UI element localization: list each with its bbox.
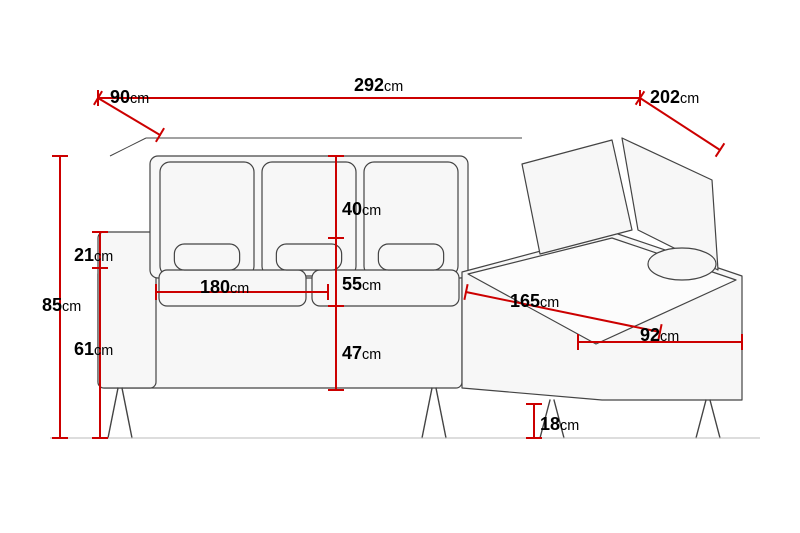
dim-label-cushion_h: 55cm bbox=[342, 275, 381, 293]
dim-value: 292 bbox=[354, 75, 384, 95]
dim-label-chaise_width: 202cm bbox=[650, 88, 699, 106]
dim-label-depth_back: 90cm bbox=[110, 88, 149, 106]
dim-unit: cm bbox=[540, 295, 559, 311]
dim-label-total_width: 292cm bbox=[354, 76, 403, 94]
dim-unit: cm bbox=[362, 278, 381, 294]
dim-label-back_h: 40cm bbox=[342, 200, 381, 218]
dim-value: 47 bbox=[342, 343, 362, 363]
dim-label-seat_h: 61cm bbox=[74, 340, 113, 358]
dim-unit: cm bbox=[62, 299, 81, 315]
dim-label-chaise_len: 165cm bbox=[510, 292, 559, 310]
dim-unit: cm bbox=[362, 347, 381, 363]
dim-unit: cm bbox=[680, 91, 699, 107]
dim-label-armrest_h: 21cm bbox=[74, 246, 113, 264]
dim-unit: cm bbox=[384, 79, 403, 95]
dim-label-seat_w: 180cm bbox=[200, 278, 249, 296]
dim-value: 85 bbox=[42, 295, 62, 315]
dim-value: 21 bbox=[74, 245, 94, 265]
dim-value: 202 bbox=[650, 87, 680, 107]
dim-value: 165 bbox=[510, 291, 540, 311]
dim-label-chaise_seat_w: 92cm bbox=[640, 326, 679, 344]
dim-value: 92 bbox=[640, 325, 660, 345]
dim-unit: cm bbox=[230, 281, 249, 297]
dim-label-total_h: 85cm bbox=[42, 296, 81, 314]
diagram-stage: 292cm90cm202cm21cm85cm61cm180cm40cm55cm4… bbox=[0, 0, 800, 533]
dim-value: 180 bbox=[200, 277, 230, 297]
dim-value: 40 bbox=[342, 199, 362, 219]
dim-unit: cm bbox=[362, 203, 381, 219]
dim-label-seat_depth_h: 47cm bbox=[342, 344, 381, 362]
dim-value: 55 bbox=[342, 274, 362, 294]
dim-unit: cm bbox=[94, 343, 113, 359]
dim-value: 18 bbox=[540, 414, 560, 434]
dim-unit: cm bbox=[94, 249, 113, 265]
dim-value: 90 bbox=[110, 87, 130, 107]
dim-label-leg_h: 18cm bbox=[540, 415, 579, 433]
dim-value: 61 bbox=[74, 339, 94, 359]
dim-unit: cm bbox=[660, 329, 679, 345]
dim-unit: cm bbox=[560, 418, 579, 434]
dim-unit: cm bbox=[130, 91, 149, 107]
